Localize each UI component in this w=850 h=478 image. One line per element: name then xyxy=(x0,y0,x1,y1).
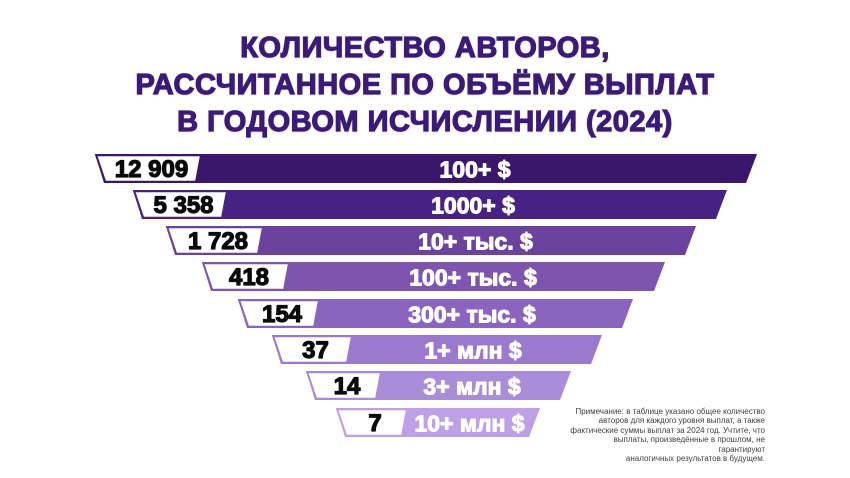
count-label: 12 909 xyxy=(115,156,188,183)
tier-label: 10+ тыс. $ xyxy=(418,229,533,255)
footnote-line-2: авторов для каждого уровня выплат, а так… xyxy=(598,416,765,426)
count-box xyxy=(201,262,291,291)
funnel-row: 5 358 1000+ $ xyxy=(132,190,727,220)
count-label: 1 728 xyxy=(188,228,248,255)
funnel-bar xyxy=(202,262,665,291)
count-label: 37 xyxy=(302,337,329,364)
chart-title-line-2: РАССЧИТАННОЕ ПО ОБЪЁМУ ВЫПЛАТ xyxy=(135,68,715,101)
count-box xyxy=(335,408,409,437)
tier-label: 1+ млн $ xyxy=(424,338,522,364)
chart-title-line-1: КОЛИЧЕСТВО АВТОРОВ, xyxy=(240,31,610,64)
funnel-bar xyxy=(133,190,727,219)
chart-title: КОЛИЧЕСТВО АВТОРОВ, РАССЧИТАННОЕ ПО ОБЪЁ… xyxy=(0,30,850,141)
funnel-bar xyxy=(238,299,633,328)
chart-title-line-3: В ГОДОВОМ ИСЧИСЛЕНИИ (2024) xyxy=(177,105,673,138)
funnel-bar xyxy=(272,335,602,364)
funnel-bar xyxy=(95,154,757,183)
funnel-row: 154 300+ тыс. $ xyxy=(237,299,633,329)
count-box xyxy=(237,299,321,328)
footnote-line-3: фактические суммы выплат за 2024 год. Уч… xyxy=(570,425,765,435)
tier-label: 1000+ $ xyxy=(431,193,515,219)
funnel-row: 14 3+ млн $ xyxy=(305,371,571,401)
count-box xyxy=(94,154,203,183)
footnote: Примечание: в таблице указано общее коли… xyxy=(570,407,765,463)
funnel-row: 37 1+ млн $ xyxy=(271,335,602,365)
footnote-line-4: выплаты, произведённые в прошлом, не гар… xyxy=(613,435,765,454)
funnel-bar xyxy=(166,226,696,255)
tier-label: 100+ тыс. $ xyxy=(409,265,537,291)
funnel-row: 1 728 10+ тыс. $ xyxy=(165,226,696,256)
count-box xyxy=(132,190,229,219)
funnel-row: 418 100+ тыс. $ xyxy=(201,262,665,292)
tier-label: 10+ млн $ xyxy=(414,411,524,437)
tier-label: 3+ млн $ xyxy=(423,374,521,400)
count-label: 154 xyxy=(262,301,303,328)
count-box xyxy=(305,371,383,400)
footnote-line-5: аналогичных результатов в будущем. xyxy=(625,454,765,464)
count-box xyxy=(165,226,265,255)
footnote-line-1: Примечание: в таблице указано общее коли… xyxy=(575,407,765,416)
count-label: 5 358 xyxy=(153,192,213,219)
funnel-row: 12 909 100+ $ xyxy=(94,154,757,184)
tier-label: 300+ тыс. $ xyxy=(408,302,536,328)
count-box xyxy=(271,335,354,364)
count-label: 14 xyxy=(334,373,361,400)
tier-label: 100+ $ xyxy=(440,157,511,183)
funnel-row: 7 10+ млн $ xyxy=(335,408,540,438)
count-label: 7 xyxy=(368,410,381,437)
count-label: 418 xyxy=(229,264,269,291)
